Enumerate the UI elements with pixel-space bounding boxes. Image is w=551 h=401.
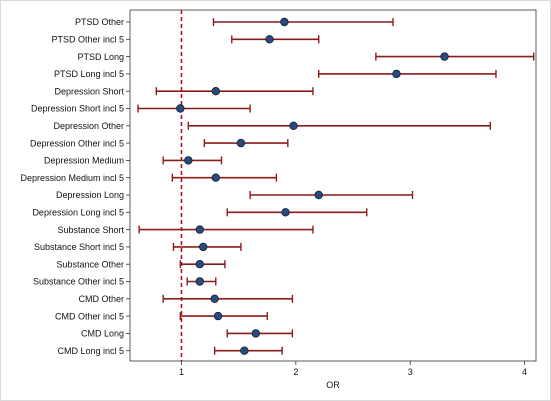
x-tick-label: 3	[408, 367, 413, 377]
point-estimate	[213, 311, 223, 321]
point-estimate	[210, 294, 219, 303]
point-estimate	[289, 121, 298, 130]
point-estimate	[211, 173, 220, 182]
category-label: CMD Long	[81, 329, 124, 339]
category-label: Depression Other	[53, 121, 124, 131]
category-label: Depression Medium incl 5	[20, 173, 124, 183]
category-label-layer: PTSD Other PTSD Other incl 5 PTSD Long PTSD…	[20, 17, 124, 356]
category-label: PTSD Long	[77, 52, 124, 62]
category-label: Depression Long incl 5	[32, 208, 124, 218]
point-estimate	[314, 190, 323, 200]
point-estimate	[281, 208, 290, 217]
plot-frame	[129, 9, 537, 362]
category-label: CMD Other incl 5	[55, 311, 124, 321]
category-label: Substance Other	[56, 259, 124, 269]
category-label: Depression Short	[54, 86, 124, 96]
point-estimate	[184, 156, 193, 165]
category-label: Depression Other incl 5	[30, 138, 124, 148]
point-layer	[176, 17, 449, 355]
point-estimate	[240, 346, 249, 355]
point-estimate	[392, 69, 401, 79]
point-estimate	[195, 260, 204, 269]
category-label: Depression Short incl 5	[31, 104, 124, 114]
x-tick-label: 1	[179, 367, 184, 377]
category-label: CMD Other	[78, 294, 124, 304]
point-estimate	[440, 52, 449, 61]
tick-label-layer: 1 2 3 4	[179, 367, 527, 377]
category-label: Substance Other incl 5	[33, 277, 124, 287]
category-label: PTSD Other incl 5	[51, 35, 124, 45]
category-label: Substance Short	[57, 225, 124, 235]
ci-layer	[137, 18, 535, 355]
category-label: CMD Long incl 5	[57, 346, 124, 356]
point-estimate	[236, 138, 246, 148]
category-label: Substance Short incl 5	[34, 242, 124, 252]
x-tick-label: 4	[522, 367, 527, 377]
point-estimate	[265, 35, 274, 44]
point-estimate	[251, 329, 261, 338]
category-label: Depression Long	[56, 190, 124, 200]
x-tick-label: 2	[293, 367, 298, 377]
point-estimate	[198, 242, 208, 252]
point-estimate	[195, 277, 204, 286]
point-estimate	[195, 225, 204, 234]
point-estimate	[176, 104, 185, 113]
category-label: PTSD Long incl 5	[54, 69, 124, 79]
category-label: PTSD Other	[75, 17, 124, 27]
x-axis-title: OR	[326, 380, 340, 390]
point-estimate	[211, 86, 220, 96]
category-label: Depression Medium	[44, 156, 124, 166]
axis-layer	[126, 9, 537, 365]
point-estimate	[280, 17, 289, 27]
